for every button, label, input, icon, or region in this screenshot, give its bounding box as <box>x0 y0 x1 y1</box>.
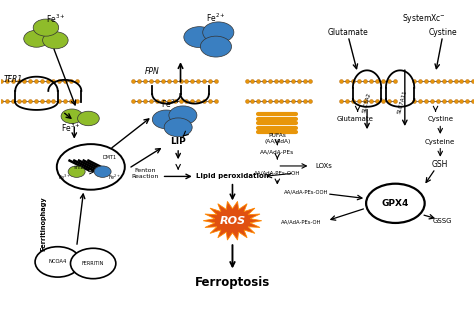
Text: NCOA4: NCOA4 <box>48 259 67 264</box>
Text: Ferroptosis: Ferroptosis <box>195 276 270 289</box>
Text: Fe$^{2+}$: Fe$^{2+}$ <box>108 172 121 182</box>
Circle shape <box>78 111 99 126</box>
Text: AA/AdA-PEs-OH: AA/AdA-PEs-OH <box>281 220 321 225</box>
Text: Glutamate: Glutamate <box>337 116 374 122</box>
Circle shape <box>366 184 425 223</box>
Text: GSH: GSH <box>432 160 448 169</box>
Text: STEAP3: STEAP3 <box>73 167 89 170</box>
Text: AA/AdA-PEs-OOH: AA/AdA-PEs-OOH <box>283 190 328 195</box>
Circle shape <box>203 22 234 43</box>
Circle shape <box>94 166 111 177</box>
Text: SLC7A11: SLC7A11 <box>397 90 408 114</box>
Text: TFR1: TFR1 <box>3 75 22 84</box>
Text: Cystine: Cystine <box>427 116 453 122</box>
Circle shape <box>35 247 81 277</box>
Circle shape <box>164 118 192 137</box>
Text: Cysteine: Cysteine <box>425 139 456 145</box>
Circle shape <box>71 248 116 279</box>
Text: Fe$^{3+}$: Fe$^{3+}$ <box>58 172 72 182</box>
Text: FERRITIN: FERRITIN <box>82 261 104 266</box>
Circle shape <box>169 106 197 125</box>
Circle shape <box>61 109 83 123</box>
Circle shape <box>184 27 215 48</box>
Text: SLC3A2: SLC3A2 <box>362 91 372 113</box>
Circle shape <box>152 110 181 129</box>
Text: SystemXc$^{-}$: SystemXc$^{-}$ <box>402 12 446 24</box>
Text: LOXs: LOXs <box>315 163 332 169</box>
Text: Ferritinophagy: Ferritinophagy <box>41 197 46 251</box>
Text: Fe$^{2+}$: Fe$^{2+}$ <box>161 98 181 110</box>
Circle shape <box>201 36 231 57</box>
Text: Fe$^{2+}$: Fe$^{2+}$ <box>206 11 226 24</box>
Text: ROS: ROS <box>219 216 246 226</box>
Polygon shape <box>203 201 262 240</box>
Text: Fe$^{3+}$: Fe$^{3+}$ <box>46 12 65 25</box>
Text: FPN: FPN <box>145 67 160 76</box>
Circle shape <box>57 144 125 190</box>
Circle shape <box>43 32 68 49</box>
Text: DMT1: DMT1 <box>102 155 117 160</box>
Text: AA/AdA-PEs-OOH: AA/AdA-PEs-OOH <box>254 171 301 176</box>
Text: GSSG: GSSG <box>433 218 452 224</box>
Circle shape <box>68 166 85 177</box>
Text: Lipid peroxidation: Lipid peroxidation <box>196 173 269 179</box>
Text: Fe$^{3+}$: Fe$^{3+}$ <box>61 122 81 134</box>
Text: GPX4: GPX4 <box>382 199 409 208</box>
Text: Glutamate: Glutamate <box>328 28 369 37</box>
Text: Cystine: Cystine <box>428 28 457 37</box>
Circle shape <box>24 30 49 47</box>
Text: LIP: LIP <box>170 137 186 146</box>
Circle shape <box>33 19 59 36</box>
Text: PUFAs
(AA/AdA): PUFAs (AA/AdA) <box>264 133 291 144</box>
Text: AA/AdA-PEs: AA/AdA-PEs <box>260 149 294 154</box>
Text: Fenton
Reaction: Fenton Reaction <box>131 168 159 179</box>
